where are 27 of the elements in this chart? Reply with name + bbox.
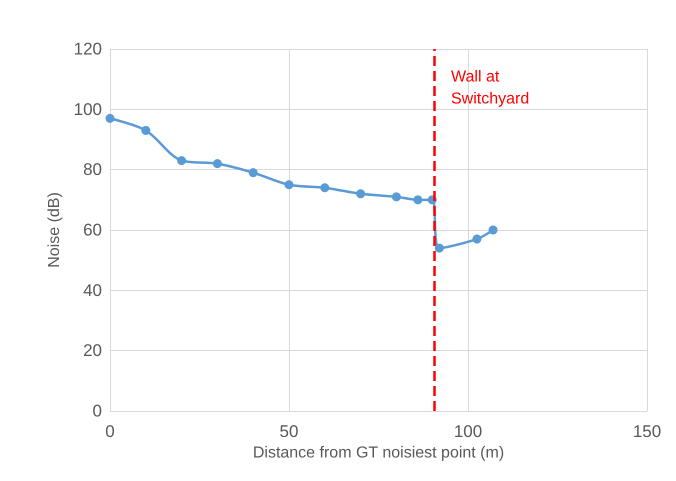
point [356,189,366,198]
ref-line-label: Wall at Switchyard [450,68,530,108]
point [320,183,330,192]
x-tick-label: 100 [454,422,482,441]
y-tick-label: 120 [74,40,102,58]
x-axis-title: Distance from GT noisiest point (m) [252,444,504,462]
point [392,192,401,202]
y-tick-label: 20 [83,341,102,360]
point [434,244,444,253]
point [472,234,482,244]
point [248,168,258,178]
y-axis-title: Noise (dB) [46,192,64,268]
point [212,159,222,168]
y-tick-label: 60 [83,220,102,240]
point [284,180,294,190]
y-tick-label: 40 [83,280,102,300]
x-tick-label: 150 [632,422,662,441]
y-tick-label: 100 [74,100,102,119]
point [413,195,422,204]
x-tick-label: 0 [105,422,115,441]
y-tick-label: 0 [92,402,102,420]
point [488,226,498,234]
point [106,114,114,123]
point [177,156,186,166]
y-tick-label: 80 [83,160,102,180]
x-tick-label: 50 [280,422,298,441]
point [141,126,150,135]
